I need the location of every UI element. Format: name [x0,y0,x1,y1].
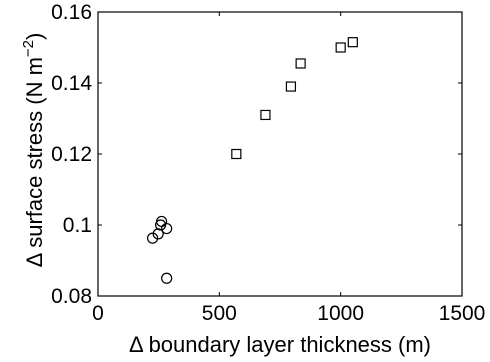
y-axis-label: Δ surface stress (N m−2) [20,33,47,268]
y-tick-label: 0.14 [51,72,92,95]
x-tick-label: 500 [202,302,237,325]
y-axis-label-close: ) [22,33,47,40]
y-tick-label: 0.16 [51,1,92,24]
y-tick-label: 0.1 [63,214,92,237]
y-axis-ticks: 0.08 0.1 0.12 0.14 0.16 [51,1,462,308]
data-point-square [347,37,358,48]
data-point-circle [155,215,168,228]
y-tick-label: 0.12 [51,143,92,166]
x-axis-ticks: 0 500 1000 1500 [92,12,485,325]
data-point-circle [161,222,173,235]
plot-area [97,11,463,297]
data-point-square [295,58,306,69]
data-point-square [285,81,297,92]
x-tick-label: 1000 [317,302,364,325]
plot-frame [97,11,463,297]
data-point-square [231,148,242,160]
data-point-square [260,109,271,121]
x-tick-label: 1500 [439,302,486,325]
data-point-circle [161,272,173,284]
data-point-circle [147,232,159,244]
x-tick-label: 0 [92,302,104,325]
y-axis-label-superscript: −2 [20,40,37,57]
y-tick-label: 0.08 [51,285,92,308]
y-axis-label-main: Δ surface stress (N m [22,57,47,267]
data-point-square [335,42,346,53]
x-axis-label: Δ boundary layer thickness (m) [129,332,431,357]
data-points [147,37,358,284]
